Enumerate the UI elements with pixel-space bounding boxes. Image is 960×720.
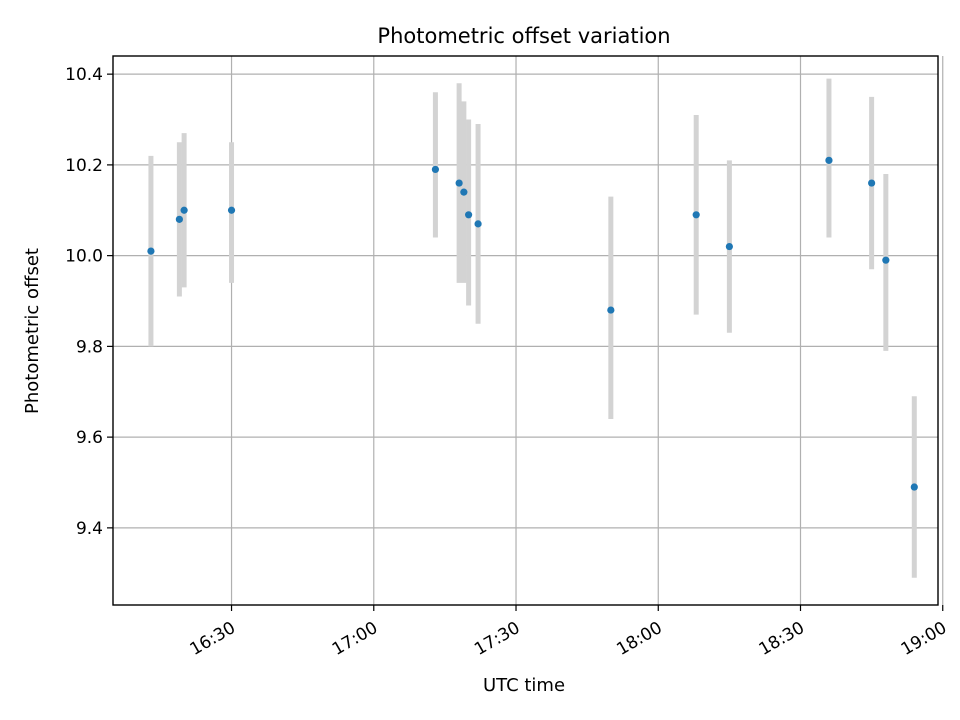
data-point bbox=[825, 156, 833, 164]
data-point bbox=[882, 256, 890, 264]
data-point bbox=[147, 247, 155, 255]
data-point bbox=[175, 215, 183, 223]
data-point bbox=[692, 211, 700, 219]
y-tick-label: 9.8 bbox=[76, 337, 103, 357]
y-tick-label: 10.0 bbox=[65, 247, 103, 267]
y-axis-label: Photometric offset bbox=[22, 248, 43, 414]
grid bbox=[113, 56, 944, 605]
data-point bbox=[868, 179, 876, 187]
chart-title: Photometric offset variation bbox=[377, 24, 670, 48]
data-point bbox=[607, 306, 615, 314]
y-tick-label: 10.4 bbox=[65, 65, 103, 85]
data-point bbox=[431, 165, 440, 174]
data-points bbox=[147, 156, 918, 491]
data-point bbox=[227, 206, 236, 214]
data-point bbox=[180, 206, 188, 214]
y-tick-label: 9.4 bbox=[76, 519, 103, 539]
data-point bbox=[460, 188, 468, 196]
data-point bbox=[465, 211, 473, 219]
data-point bbox=[725, 242, 733, 251]
y-tick-label: 10.2 bbox=[65, 156, 103, 176]
data-point bbox=[910, 483, 918, 491]
data-point bbox=[455, 179, 463, 187]
y-axis-ticks: 9.4 9.6 9.8 10.0 10.2 10.4 bbox=[65, 65, 113, 539]
plot-area-frame bbox=[112, 55, 939, 606]
y-tick-label: 9.6 bbox=[76, 428, 103, 448]
data-point bbox=[474, 220, 482, 228]
x-axis-label: UTC time bbox=[483, 675, 565, 696]
